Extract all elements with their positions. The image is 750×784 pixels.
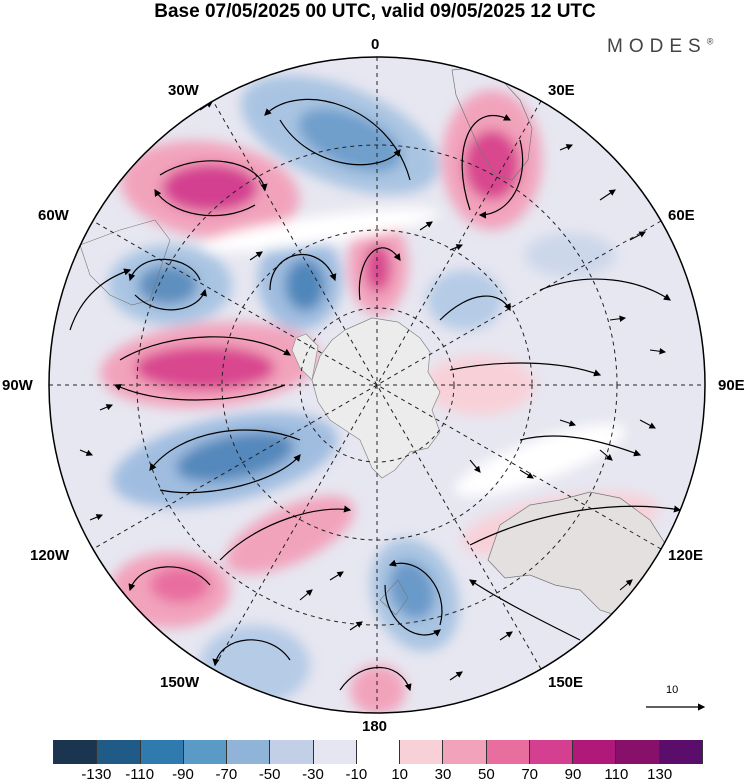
colorbar-tick-label: -90 bbox=[172, 766, 194, 783]
lon-label-30w: 30W bbox=[168, 82, 199, 99]
colorbar-swatch bbox=[486, 740, 530, 764]
brand-name: MODES bbox=[607, 36, 707, 57]
colorbar-tick-label: -110 bbox=[125, 766, 155, 783]
south-america-landmass bbox=[79, 219, 171, 306]
antarctic-peninsula bbox=[291, 333, 319, 381]
colorbar-swatch bbox=[227, 740, 271, 764]
streamline-135w bbox=[128, 566, 211, 592]
lon-label-60w: 60W bbox=[38, 207, 69, 224]
colorbar-swatch bbox=[183, 740, 228, 764]
colorbar-swatch bbox=[573, 740, 617, 764]
anomaly-high-120w bbox=[225, 496, 355, 574]
colorbar-swatch bbox=[400, 740, 444, 764]
streamline-90e bbox=[449, 362, 602, 377]
streamline-low-150e-2 bbox=[384, 584, 441, 637]
lon-label-90e: 90E bbox=[718, 377, 745, 394]
lon-label-150w: 150W bbox=[160, 674, 200, 691]
colorbar-tick-label: -130 bbox=[81, 766, 112, 783]
streamline-110e bbox=[469, 505, 682, 546]
anomaly-high-30e-core bbox=[464, 130, 520, 200]
reference-vector-arrow bbox=[646, 703, 706, 711]
colorbar-tick-label: -10 bbox=[345, 766, 368, 783]
anomaly-neutral-band bbox=[201, 208, 439, 252]
anomaly-high-135w-core bbox=[150, 567, 210, 603]
streamline-high-30e bbox=[461, 114, 512, 211]
streamline-low-30w-2 bbox=[279, 119, 401, 166]
streamline-low-100w bbox=[149, 429, 301, 471]
streamline-pole bbox=[358, 247, 401, 301]
anomaly-high-180 bbox=[350, 665, 406, 713]
polar-map bbox=[48, 56, 706, 714]
lon-label-150e: 150E bbox=[548, 674, 584, 691]
colorbar-swatch bbox=[443, 740, 487, 764]
colorbar-tick-label: 130 bbox=[647, 766, 673, 783]
anomaly-low-150w bbox=[200, 625, 310, 705]
chart-title: Base 07/05/2025 00 UTC, valid 09/05/2025… bbox=[154, 1, 596, 22]
streamline-150w bbox=[212, 639, 291, 667]
colorbar-tick-label: 30 bbox=[434, 766, 452, 783]
colorbar-tick-label: -30 bbox=[302, 766, 324, 783]
colorbar-ticks: -130 -110 -90 -70 -50 -30 -10 10 30 50 70 90 110 130 bbox=[0, 766, 750, 784]
streamline-low-100w-2 bbox=[159, 454, 301, 494]
streamline-high-45w-2 bbox=[154, 188, 256, 217]
colorbar-tick-label: 50 bbox=[477, 766, 495, 783]
anomaly-low-150e-core bbox=[388, 560, 436, 620]
colorbar-swatch bbox=[529, 740, 574, 764]
anomaly-high-45w-core bbox=[162, 164, 258, 212]
streamline-high-30e-2 bbox=[478, 139, 524, 219]
streamline-180 bbox=[339, 667, 412, 692]
anomaly-low-45w-core bbox=[285, 259, 325, 311]
colorbar-swatch bbox=[313, 740, 357, 764]
anomaly-low-30w-core bbox=[298, 108, 402, 172]
colorbar-swatch bbox=[270, 740, 314, 764]
anomaly-low-60w-core bbox=[138, 265, 198, 305]
colorbar-swatch bbox=[356, 740, 401, 764]
wind-streamlines bbox=[69, 99, 682, 692]
reference-vector-value: 10 bbox=[666, 684, 679, 696]
streamline-60e bbox=[539, 278, 671, 301]
colorbar bbox=[53, 740, 703, 764]
streamline-low-60w-2 bbox=[134, 288, 208, 311]
lon-label-30e: 30E bbox=[548, 82, 575, 99]
streamline-low-45w bbox=[269, 253, 337, 291]
anomaly-neutral-east bbox=[455, 423, 625, 497]
streamline-high-45w bbox=[159, 160, 268, 192]
graticule bbox=[49, 57, 705, 713]
colorbar-swatch bbox=[53, 740, 98, 764]
registered-mark: ® bbox=[706, 36, 714, 47]
lon-label-120w: 120W bbox=[30, 547, 70, 564]
colorbar-swatch bbox=[659, 740, 703, 764]
colorbar-tick-label: -50 bbox=[258, 766, 281, 783]
streamline-45e bbox=[439, 295, 511, 321]
anomaly-low-60e bbox=[525, 233, 615, 277]
modes-logo: MODES® bbox=[607, 36, 713, 58]
streamline-120w bbox=[219, 505, 352, 561]
anomaly-low-100w-core bbox=[176, 432, 294, 482]
streamline-south-east bbox=[519, 435, 642, 457]
lon-label-0: 0 bbox=[371, 36, 380, 53]
streamline-135e bbox=[469, 579, 581, 641]
colorbar-tick-label: -70 bbox=[215, 766, 238, 783]
anomaly-high-90w-core bbox=[135, 346, 275, 390]
anomaly-low-40e bbox=[427, 270, 503, 330]
streamline-high-90w-2 bbox=[113, 384, 286, 401]
map-boundary bbox=[48, 56, 706, 714]
streamline-high-90w bbox=[119, 336, 292, 361]
colorbar-tick-label: 110 bbox=[604, 766, 629, 783]
lon-label-90w: 90W bbox=[2, 377, 33, 394]
colorbar-tick-label: 70 bbox=[521, 766, 538, 783]
lon-label-180: 180 bbox=[362, 718, 388, 735]
lon-label-120e: 120E bbox=[668, 547, 704, 564]
streamline-60w-edge bbox=[69, 268, 132, 331]
streamline-low-150e bbox=[388, 559, 443, 626]
lon-label-60e: 60E bbox=[668, 207, 695, 224]
anomaly-high-pole-core bbox=[365, 244, 391, 292]
streamline-low-60w bbox=[128, 258, 201, 282]
colorbar-swatch bbox=[616, 740, 660, 764]
anomaly-field bbox=[100, 75, 659, 713]
colorbar-tick-label: 10 bbox=[391, 766, 408, 783]
colorbar-tick-label: 90 bbox=[564, 766, 582, 783]
colorbar-swatch bbox=[97, 740, 141, 764]
colorbar-swatch bbox=[140, 740, 184, 764]
